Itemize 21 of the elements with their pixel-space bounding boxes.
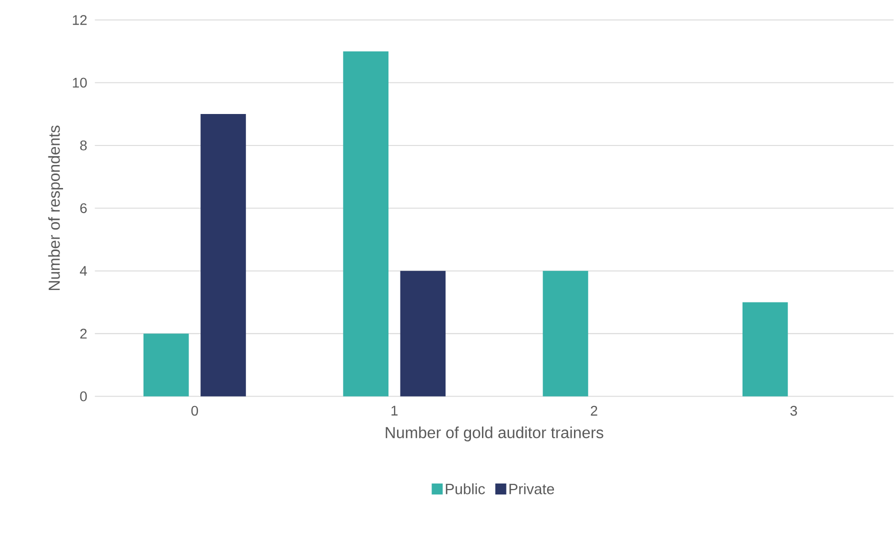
legend-label: Public [446, 483, 485, 494]
y-tick-label: 4 [80, 266, 87, 276]
bar [343, 51, 388, 396]
x-tick-label: 2 [590, 406, 598, 416]
legend-label: Private [509, 483, 554, 494]
x-tick-label: 0 [191, 406, 198, 416]
y-tick-label: 0 [80, 391, 87, 402]
bar [400, 270, 446, 396]
y-tick-label: 8 [80, 140, 87, 150]
x-tick-label: 1 [392, 406, 398, 416]
y-tick-label: 12 [72, 15, 87, 25]
bar [143, 334, 189, 396]
x-axis-title: Number of gold auditor trainers [386, 426, 604, 442]
y-tick-label: 6 [80, 203, 87, 214]
bar [542, 270, 588, 396]
bar [742, 302, 788, 396]
bar [200, 114, 246, 396]
y-axis-title: Number of respondents [48, 126, 64, 290]
y-tick-label: 10 [72, 78, 87, 88]
y-tick-label: 2 [80, 328, 87, 338]
x-tick-label: 3 [790, 406, 797, 416]
